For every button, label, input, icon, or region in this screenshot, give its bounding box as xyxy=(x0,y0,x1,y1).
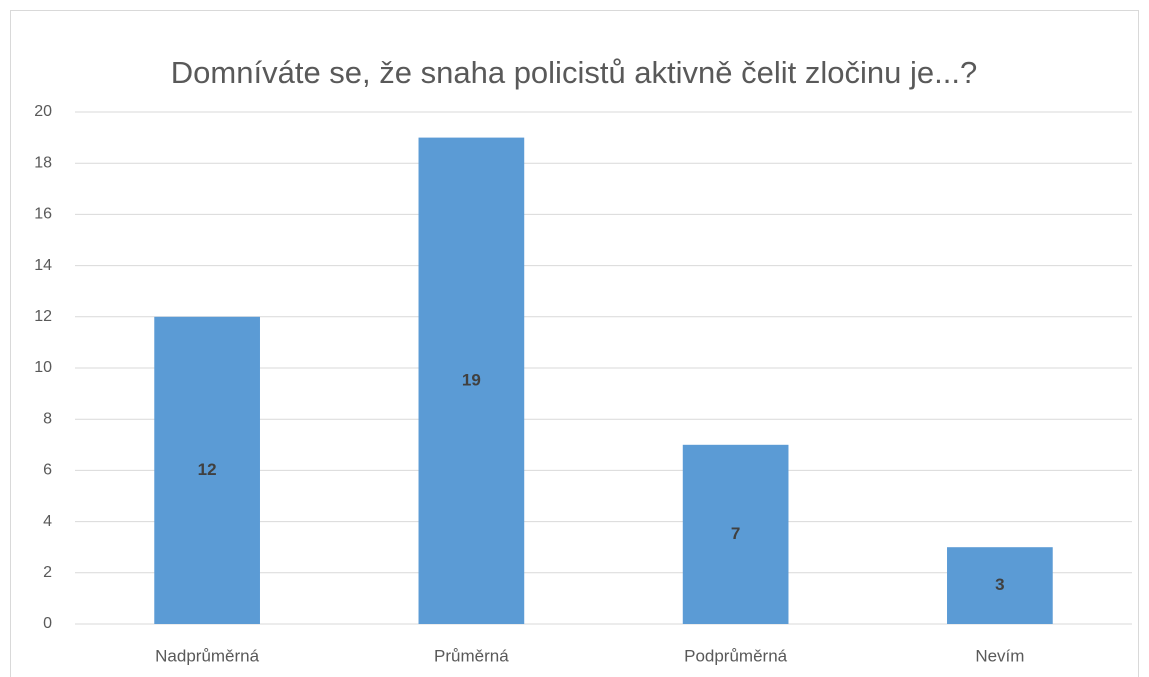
y-tick-label: 8 xyxy=(43,410,52,427)
y-tick-label: 0 xyxy=(43,615,52,632)
x-tick-label: Nadprůměrná xyxy=(155,646,259,665)
bar xyxy=(418,137,525,624)
data-label: 19 xyxy=(462,370,481,389)
data-label: 3 xyxy=(995,575,1004,594)
x-tick-label: Nevím xyxy=(975,646,1024,665)
y-tick-label: 2 xyxy=(43,564,52,581)
y-tick-label: 14 xyxy=(34,257,52,274)
y-tick-label: 6 xyxy=(43,462,52,479)
y-tick-label: 10 xyxy=(34,359,52,376)
y-tick-label: 12 xyxy=(34,308,52,325)
bar xyxy=(682,444,789,624)
x-tick-label: Průměrná xyxy=(434,646,509,665)
y-tick-label: 20 xyxy=(34,103,52,120)
y-tick-label: 16 xyxy=(34,206,52,223)
bar xyxy=(947,547,1053,624)
x-tick-label: Podprůměrná xyxy=(684,646,788,665)
y-tick-label: 18 xyxy=(34,154,52,171)
bar xyxy=(154,316,260,624)
y-tick-label: 4 xyxy=(43,513,52,530)
data-label: 7 xyxy=(731,524,740,543)
data-label: 12 xyxy=(198,460,217,479)
chart-title: Domníváte se, že snaha policistů aktivně… xyxy=(171,55,977,90)
